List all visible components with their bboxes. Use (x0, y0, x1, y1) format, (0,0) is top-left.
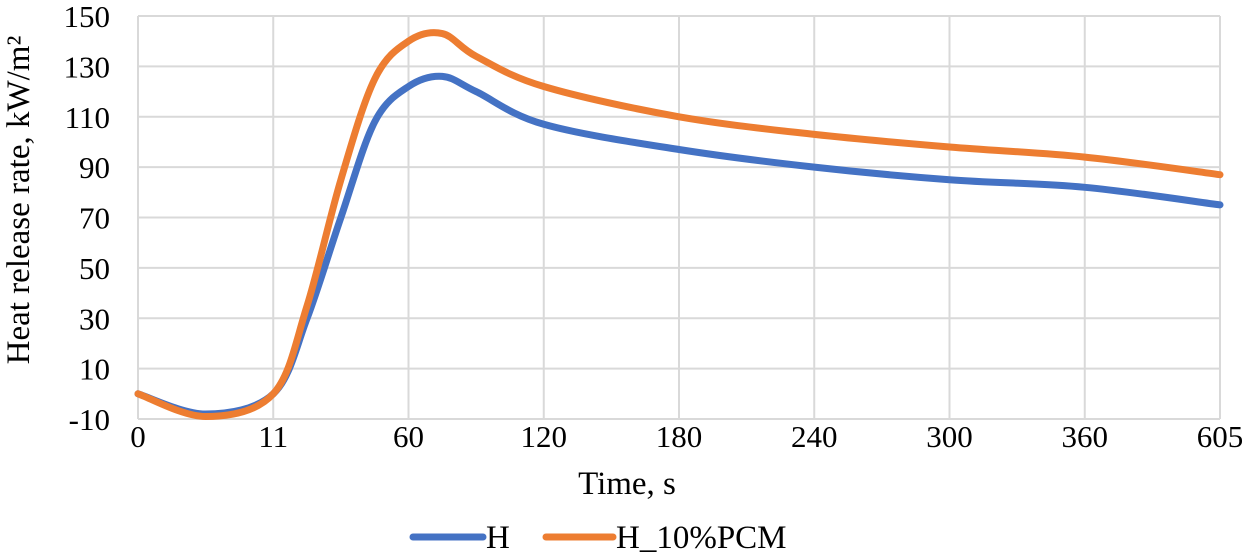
y-tick-label: 30 (79, 301, 110, 336)
legend-label: H_10%PCM (616, 520, 787, 556)
x-tick-label: 180 (656, 419, 703, 454)
x-tick-label: 240 (791, 419, 838, 454)
legend-label: H (486, 520, 510, 556)
x-tick-label: 60 (393, 419, 424, 454)
y-tick-label: 90 (79, 150, 110, 185)
x-tick-label: 120 (521, 419, 568, 454)
y-tick-label: 110 (65, 100, 110, 135)
y-axis-title: Heat release rate, kW/m² (1, 36, 37, 365)
y-tick-label: 50 (79, 251, 110, 286)
x-tick-label: 0 (130, 419, 146, 454)
y-tick-label: 10 (79, 352, 110, 387)
x-tick-label: 11 (258, 419, 288, 454)
x-tick-label: 605 (1197, 419, 1244, 454)
x-axis-ticks: 0 11 60 120 180 240 300 360 605 (130, 419, 1243, 454)
x-axis-title: Time, s (578, 466, 676, 502)
chart-legend: H H_10%PCM (409, 520, 787, 556)
y-axis-ticks: -10 10 30 50 70 90 110 130 150 (64, 0, 111, 437)
series-line-h-10pct-pcm (134, 29, 1224, 420)
grid-lines (137, 15, 1221, 420)
series-lines (134, 29, 1224, 420)
x-tick-label: 360 (1062, 419, 1109, 454)
y-tick-label: 130 (64, 49, 111, 84)
y-tick-label: -10 (69, 402, 110, 437)
y-tick-label: 70 (79, 201, 110, 236)
y-tick-label: 150 (64, 0, 111, 34)
x-tick-label: 300 (926, 419, 973, 454)
